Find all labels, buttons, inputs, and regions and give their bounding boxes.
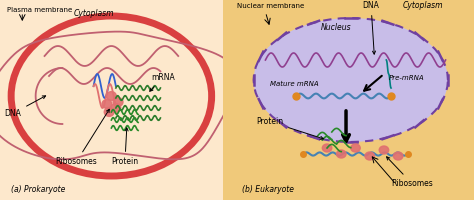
Text: Ribosomes: Ribosomes xyxy=(387,157,433,188)
Text: Nucleus: Nucleus xyxy=(321,23,352,32)
Text: Pre-mRNA: Pre-mRNA xyxy=(389,75,424,81)
Circle shape xyxy=(107,92,116,100)
FancyBboxPatch shape xyxy=(0,0,223,200)
Circle shape xyxy=(104,108,114,116)
Text: Plasma membrane: Plasma membrane xyxy=(7,7,72,13)
Text: (a) Prokaryote: (a) Prokaryote xyxy=(11,185,65,194)
Text: DNA: DNA xyxy=(363,1,380,54)
Circle shape xyxy=(365,152,374,160)
Circle shape xyxy=(113,98,123,106)
Text: Protein: Protein xyxy=(111,128,138,166)
Text: Ribosomes: Ribosomes xyxy=(56,109,109,166)
Circle shape xyxy=(111,104,121,112)
Text: Nuclear membrane: Nuclear membrane xyxy=(237,3,304,9)
Text: (b) Eukaryote: (b) Eukaryote xyxy=(242,185,294,194)
Circle shape xyxy=(393,152,403,160)
Circle shape xyxy=(337,150,346,158)
Text: Cytoplasm: Cytoplasm xyxy=(73,9,114,18)
Circle shape xyxy=(351,144,360,152)
Circle shape xyxy=(379,146,389,154)
Text: Cytoplasm: Cytoplasm xyxy=(403,1,443,10)
Text: Mature mRNA: Mature mRNA xyxy=(270,81,319,87)
Ellipse shape xyxy=(254,18,448,142)
Ellipse shape xyxy=(11,16,211,176)
Text: Protein: Protein xyxy=(256,117,323,139)
Text: mRNA: mRNA xyxy=(150,73,175,91)
Text: DNA: DNA xyxy=(4,96,46,118)
Circle shape xyxy=(322,144,332,152)
Circle shape xyxy=(102,100,112,108)
FancyBboxPatch shape xyxy=(237,0,474,200)
